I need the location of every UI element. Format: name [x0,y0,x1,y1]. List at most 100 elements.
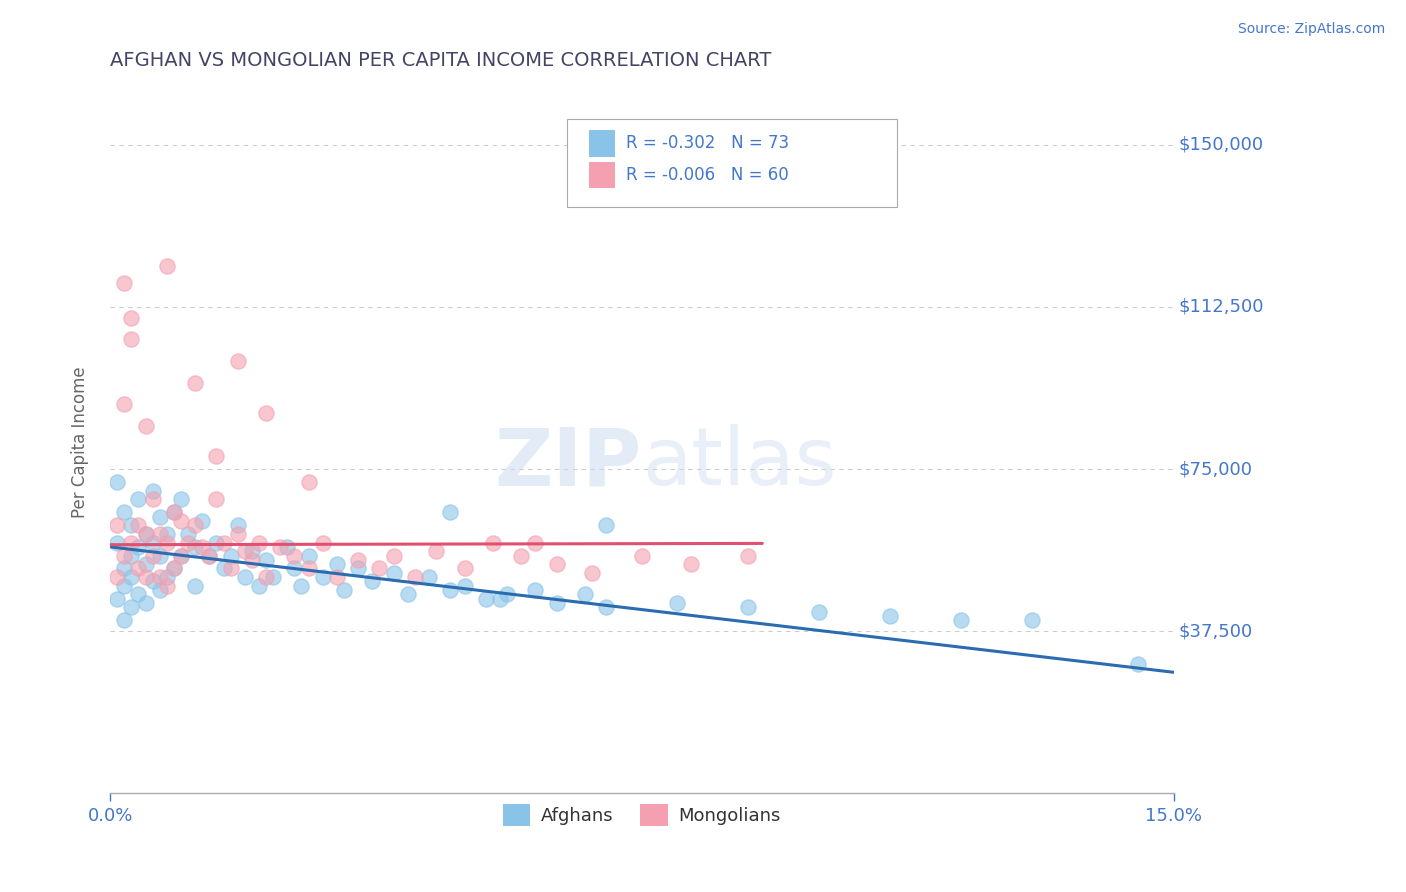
Point [1021,613,1043,627]
Point [297,561,319,575]
Point [105,591,128,606]
Text: AFGHAN VS MONGOLIAN PER CAPITA INCOME CORRELATION CHART: AFGHAN VS MONGOLIAN PER CAPITA INCOME CO… [110,51,772,70]
Point [396,587,419,601]
Point [163,505,186,519]
Point [184,376,207,390]
Point [191,514,214,528]
Point [347,553,370,567]
Point [630,549,652,563]
Point [283,561,305,575]
Point [297,549,319,563]
Point [105,475,128,489]
Point [247,579,270,593]
Text: $37,500: $37,500 [1178,623,1253,640]
Point [105,518,128,533]
Point [262,570,284,584]
Point [135,596,157,610]
Point [120,310,142,325]
Point [170,549,193,563]
Point [135,527,157,541]
Point [333,583,356,598]
Point [276,540,298,554]
Point [127,540,149,554]
Point [425,544,447,558]
Point [127,492,149,507]
Point [233,570,256,584]
Point [254,406,277,420]
Point [142,549,165,563]
Point [184,579,207,593]
Point [240,553,263,567]
Point [112,579,135,593]
Text: ZIP: ZIP [495,424,641,502]
Point [198,549,221,563]
Point [574,587,596,601]
Point [269,540,291,554]
Point [226,518,249,533]
Point [496,587,519,601]
Point [135,557,157,571]
Point [361,574,384,589]
Point [475,591,498,606]
Point [879,609,901,624]
Point [120,518,142,533]
Point [240,544,263,558]
Point [368,561,391,575]
Point [283,549,305,563]
Point [219,549,242,563]
FancyBboxPatch shape [589,161,616,188]
Point [170,514,193,528]
Point [127,561,149,575]
Point [170,549,193,563]
Point [233,544,256,558]
Point [112,613,135,627]
Point [156,570,179,584]
Point [949,613,972,627]
Point [212,561,235,575]
Point [163,561,186,575]
Point [347,561,370,575]
Point [439,583,461,598]
Point [254,553,277,567]
Point [163,505,186,519]
FancyBboxPatch shape [589,130,616,157]
Point [149,509,172,524]
Point [1126,657,1149,671]
Point [681,557,703,571]
Point [808,605,831,619]
Point [382,549,405,563]
Text: R = -0.302   N = 73: R = -0.302 N = 73 [626,135,789,153]
Point [120,600,142,615]
Point [120,549,142,563]
Point [453,561,475,575]
Point [184,540,207,554]
Point [170,492,193,507]
Point [127,587,149,601]
Point [212,535,235,549]
Point [142,492,165,507]
Point [142,483,165,498]
Point [326,557,349,571]
Point [112,549,135,563]
Point [112,397,135,411]
Legend: Afghans, Mongolians: Afghans, Mongolians [495,797,787,833]
Point [312,535,335,549]
Point [666,596,689,610]
Point [205,492,228,507]
Point [163,561,186,575]
Point [120,570,142,584]
Point [156,527,179,541]
Point [112,561,135,575]
Text: Source: ZipAtlas.com: Source: ZipAtlas.com [1237,22,1385,37]
Point [581,566,603,580]
Point [177,527,200,541]
Text: $75,000: $75,000 [1178,460,1253,478]
Text: atlas: atlas [641,424,837,502]
Point [149,570,172,584]
Point [191,540,214,554]
Point [135,570,157,584]
Point [156,535,179,549]
Point [297,475,319,489]
Y-axis label: Per Capita Income: Per Capita Income [72,367,89,518]
Point [737,600,759,615]
